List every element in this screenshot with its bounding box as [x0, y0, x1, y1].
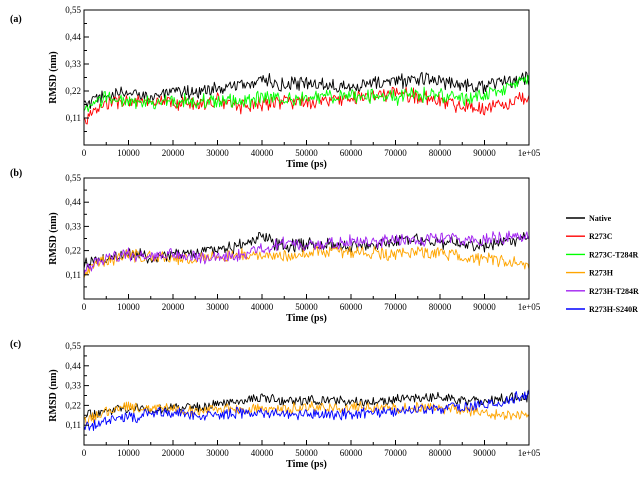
y-tick-label: 0,55 [65, 5, 81, 15]
x-axis-title: Time (ps) [286, 459, 327, 470]
legend-label: R273H [589, 269, 614, 278]
series-line-r273h-t284r [83, 230, 530, 277]
x-tick-label: 90000 [473, 302, 496, 312]
y-tick-label: 0,44 [65, 361, 81, 371]
legend-label: R273C-T284R [589, 250, 639, 259]
legend-label: R273H-S240R [589, 305, 638, 314]
y-tick-label: 0,33 [65, 221, 81, 231]
x-tick-label: 90000 [473, 448, 496, 458]
panel-c: 0 10000 20000 30000 40000 50000 60000 70000 8000… [10, 339, 541, 470]
x-tick-label: 10000 [117, 148, 140, 158]
x-tick-label: 80000 [429, 302, 452, 312]
x-tick-label: 80000 [429, 148, 452, 158]
x-tick-label: 40000 [251, 302, 274, 312]
x-tick-label: 1e+05 [518, 302, 541, 312]
x-tick-label: 20000 [162, 148, 185, 158]
y-tick-label: 0,11 [66, 420, 81, 430]
x-tick-label: 0 [82, 302, 87, 312]
x-tick-label: 1e+05 [518, 448, 541, 458]
y-tick-label: 0,22 [65, 400, 81, 410]
y-axis-title: RMSD (nm) [48, 369, 59, 422]
x-tick-label: 1e+05 [518, 148, 541, 158]
series-line-native [83, 71, 530, 109]
x-tick-label: 10000 [117, 302, 140, 312]
series-line-native [83, 232, 530, 269]
panel-label: (b) [10, 168, 22, 179]
y-tick-label: 0,33 [65, 381, 81, 391]
x-tick-label: 30000 [206, 448, 229, 458]
y-tick-label: 0,55 [65, 341, 81, 351]
legend: Native R273C R273C-T284R R273H R273H-T284R R2… [566, 214, 639, 314]
y-axis-title: RMSD (nm) [48, 212, 59, 265]
series-line-native [84, 390, 530, 420]
x-tick-label: 0 [82, 148, 87, 158]
x-axis-title: Time (ps) [286, 313, 327, 324]
legend-label: R273C [589, 232, 613, 241]
legend-label: R273H-T284R [589, 287, 639, 296]
x-tick-label: 30000 [206, 302, 229, 312]
panel-b: 0 10000 20000 30000 40000 50000 60000 70000 8000… [10, 168, 541, 324]
x-tick-label: 60000 [340, 448, 363, 458]
x-tick-label: 20000 [162, 448, 185, 458]
panel-label: (a) [10, 14, 22, 25]
x-axis-title: Time (ps) [286, 159, 327, 170]
series-line-r273h-s240r [83, 389, 530, 432]
x-tick-label: 40000 [251, 148, 274, 158]
x-tick-label: 80000 [429, 448, 452, 458]
x-tick-label: 70000 [384, 448, 407, 458]
x-tick-label: 50000 [295, 302, 318, 312]
panel-a: 0 10000 20000 30000 40000 50000 60000 70000 8000… [10, 5, 541, 170]
x-tick-label: 70000 [384, 148, 407, 158]
y-tick-label: 0,11 [66, 113, 81, 123]
x-tick-label: 20000 [162, 302, 185, 312]
plot-frame [83, 345, 530, 446]
x-tick-label: 50000 [295, 148, 318, 158]
x-tick-label: 60000 [340, 148, 363, 158]
x-tick-label: 30000 [206, 148, 229, 158]
plot-frame [83, 177, 530, 300]
y-tick-label: 0,44 [65, 197, 81, 207]
x-tick-label: 10000 [117, 448, 140, 458]
x-tick-label: 0 [82, 448, 87, 458]
series-line-r273h [83, 244, 530, 279]
y-tick-label: 0,22 [65, 246, 81, 256]
x-tick-label: 60000 [340, 302, 363, 312]
y-tick-label: 0,55 [65, 173, 81, 183]
x-tick-label: 40000 [251, 448, 274, 458]
x-tick-label: 70000 [384, 302, 407, 312]
y-tick-label: 0,44 [65, 32, 81, 42]
panel-label: (c) [10, 339, 21, 350]
y-axis-title: RMSD (nm) [48, 51, 59, 104]
x-tick-label: 50000 [295, 448, 318, 458]
legend-label: Native [589, 214, 612, 223]
y-tick-label: 0,22 [65, 86, 81, 96]
y-tick-label: 0,11 [66, 270, 81, 280]
y-tick-label: 0,33 [65, 59, 81, 69]
series-line-r273c-t284r [83, 74, 530, 113]
x-tick-label: 90000 [473, 148, 496, 158]
